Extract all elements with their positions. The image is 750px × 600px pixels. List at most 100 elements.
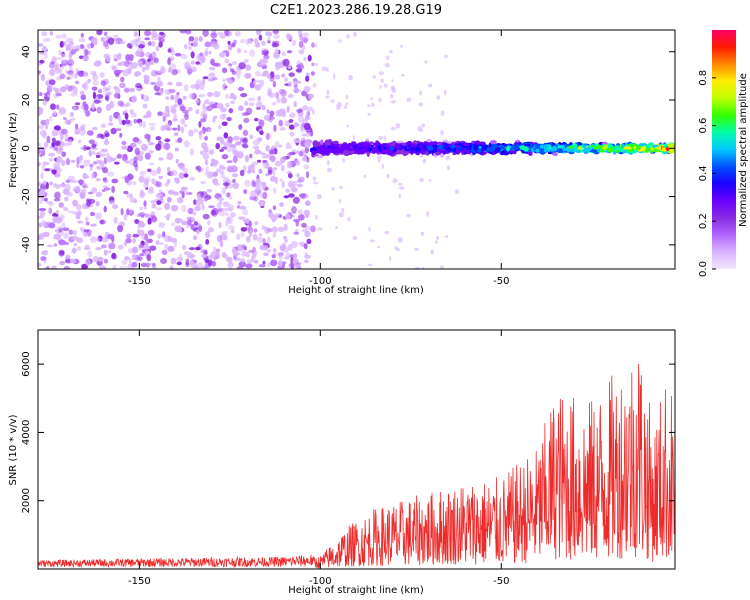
spectrogram-cell xyxy=(378,98,382,103)
spectrogram-cell xyxy=(254,38,259,45)
spectrogram-cell xyxy=(49,79,56,86)
spectrogram-cell xyxy=(223,132,229,139)
spectrogram-cell xyxy=(221,187,226,195)
colorbar-tick-label: 0.6 xyxy=(698,118,709,134)
spectrogram-cell xyxy=(240,227,248,232)
spectrogram-cell xyxy=(266,132,270,141)
spectrogram-cell xyxy=(244,154,249,163)
spectrogram-cell xyxy=(58,202,64,208)
spectrogram-cell xyxy=(133,31,138,37)
spectrogram-cell xyxy=(312,176,317,182)
spectrogram-cell xyxy=(375,149,381,153)
spectrogram-cell xyxy=(56,156,63,164)
spectrogram-cell xyxy=(38,107,44,115)
spectrogram-cell xyxy=(143,176,151,183)
spectrogram-cell xyxy=(188,129,194,137)
snr-y-ticks: 2000 4000 6000 xyxy=(21,351,675,513)
spectrogram-cell xyxy=(115,73,120,77)
spectrogram-cell xyxy=(289,112,296,118)
spectrogram-cell xyxy=(151,40,156,48)
spectrogram-cell xyxy=(46,135,51,144)
spectrogram-cell xyxy=(388,255,392,262)
spectrogram-cell xyxy=(96,134,101,139)
spectrogram-cell xyxy=(123,86,130,94)
spectrogram-cell xyxy=(275,109,283,117)
spectrogram-cell xyxy=(426,153,430,156)
spectrogram-cell xyxy=(48,207,52,215)
spectrogram-cell xyxy=(54,236,60,240)
spectrogram-cell xyxy=(277,260,283,267)
spectrogram-cell xyxy=(232,94,237,101)
spectrogram-cell xyxy=(114,93,119,99)
spectrogram-cell xyxy=(280,89,287,97)
spectrogram-cell xyxy=(208,254,213,261)
spectrogram-cell xyxy=(147,141,155,146)
spectrogram-cell xyxy=(224,93,230,100)
spectrogram-cell xyxy=(272,30,279,35)
spectrogram-cell xyxy=(158,175,164,180)
spectrogram-cell xyxy=(180,53,188,60)
spectrogram-cell xyxy=(280,164,285,172)
spectrogram-cell xyxy=(243,117,250,124)
spectrogram-cell xyxy=(434,151,441,156)
spectrogram-cell xyxy=(258,233,263,237)
spectrogram-cell xyxy=(389,94,394,99)
spectrogram-cell xyxy=(215,248,221,253)
spectrogram-cell xyxy=(285,142,291,148)
spectrogram-cell xyxy=(167,57,172,66)
spectrogram-cell xyxy=(258,169,263,174)
spectrogram-cell xyxy=(166,166,171,173)
spectrogram-cell xyxy=(184,43,188,50)
spectrogram-cell xyxy=(99,72,105,78)
spectrogram-cell xyxy=(180,105,186,112)
spectrogram-cell xyxy=(342,150,350,155)
spectrogram-cell xyxy=(370,141,374,145)
spectrogram-cell xyxy=(149,61,154,65)
spectrogram-cell xyxy=(48,222,56,229)
spectrogram-cell xyxy=(366,151,370,157)
colorbar-tick-label: 0.8 xyxy=(698,70,709,86)
spectrogram-cell xyxy=(213,115,218,119)
spectrogram-cell xyxy=(156,70,164,74)
spectrogram-cell xyxy=(162,116,166,123)
spectrogram-cell xyxy=(466,151,471,155)
spectrogram-cell xyxy=(208,66,216,71)
spectrogram-cell xyxy=(112,204,119,209)
spectrogram-cell xyxy=(401,73,405,77)
spectrogram-cell xyxy=(39,146,44,152)
spectrogram-cell xyxy=(190,51,195,59)
spectrogram-cell xyxy=(233,182,237,186)
spectrogram-cell xyxy=(95,212,102,220)
spectrogram-cell xyxy=(61,151,67,157)
spectrogram-cell xyxy=(248,97,256,102)
spectrogram-cell xyxy=(233,39,237,45)
figure-title: C2E1.2023.286.19.28.G19 xyxy=(270,3,442,18)
spectrogram-cell xyxy=(143,245,151,250)
spectrogram-cell xyxy=(80,32,85,38)
spectrogram-cell xyxy=(58,145,64,153)
spectrogram-cell xyxy=(348,142,356,147)
spectrogram-cell xyxy=(167,81,173,86)
spectrogram-cell xyxy=(107,171,115,177)
spectrogram-cell xyxy=(307,106,313,112)
spectrogram-cell xyxy=(90,211,95,217)
spectrogram-cell xyxy=(247,39,252,44)
spectrogram-cell xyxy=(208,128,212,132)
spectrogram-cell xyxy=(603,144,608,150)
spectrogram-cell xyxy=(293,231,300,235)
spectrogram-cell xyxy=(171,69,178,76)
spectrogram-cell xyxy=(383,83,388,88)
spectrogram-cell xyxy=(242,138,247,143)
spectrogram-cell xyxy=(566,147,571,153)
spectrogram-cell xyxy=(38,43,44,47)
spectrogram-cell xyxy=(129,174,135,180)
spectrogram-cell xyxy=(184,84,189,92)
spectrogram-cell xyxy=(140,262,148,268)
spectrogram-cell xyxy=(348,148,353,152)
spectrogram-cell xyxy=(245,64,252,71)
spectrogram-cell xyxy=(125,238,132,244)
spectrogram-cell xyxy=(207,92,213,97)
spectrogram-cell xyxy=(164,215,170,219)
spectrogram-cell xyxy=(239,205,247,210)
spectrogram-cell xyxy=(288,193,295,198)
